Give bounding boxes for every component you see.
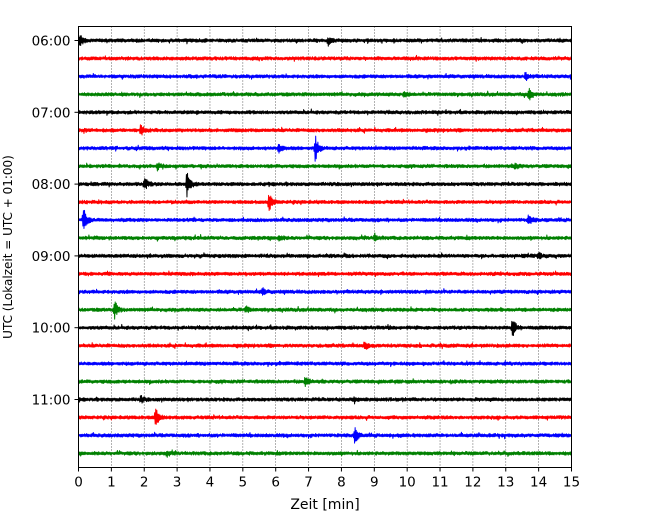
y-tick-label: 07:00: [32, 105, 71, 121]
trace-1045: [78, 376, 572, 388]
y-tick-label: 06:00: [32, 34, 71, 50]
trace-1015: [78, 341, 572, 350]
x-tick-label: 14: [530, 475, 547, 491]
x-tick-label: 10: [399, 475, 416, 491]
x-tick-label: 4: [206, 475, 215, 491]
trace-0600: [78, 35, 572, 47]
trace-0900: [78, 251, 572, 260]
trace-1115: [78, 408, 572, 425]
x-tick-label: 8: [337, 475, 346, 491]
x-tick-label: 7: [304, 475, 313, 491]
x-axis-label: Zeit [min]: [290, 497, 359, 513]
x-axis: 0 1 2 3 4 5 6 7 8 9 10 11 12 13 14 15: [74, 467, 580, 491]
trace-0800: [78, 172, 572, 198]
y-axis-label: UTC (Lokalzeit = UTC + 01:00): [1, 155, 15, 339]
x-tick-label: 3: [173, 475, 182, 491]
x-tick-label: 13: [497, 475, 514, 491]
x-tick-label: 5: [239, 475, 248, 491]
y-tick-label: 10:00: [32, 321, 71, 337]
trace-0730: [78, 135, 572, 162]
trace-0845: [78, 232, 572, 242]
trace-1130: [78, 427, 572, 444]
trace-1100: [78, 394, 572, 405]
plot-frame: [78, 26, 572, 468]
x-tick-label: 11: [431, 475, 448, 491]
trace-0715: [78, 124, 572, 136]
x-tick-label: 15: [563, 475, 580, 491]
trace-0815: [78, 194, 572, 212]
trace-0700: [78, 108, 572, 116]
trace-0830: [78, 209, 572, 229]
x-tick-label: 1: [107, 475, 116, 491]
trace-1000: [78, 320, 572, 336]
trace-0645: [78, 87, 572, 101]
y-tick-label: 08:00: [32, 177, 71, 193]
trace-lines: [78, 35, 572, 458]
trace-1145: [78, 449, 572, 458]
y-axis: 06:00 07:00 08:00 09:00 10:00 11:00: [32, 34, 79, 409]
trace-0615: [78, 54, 572, 62]
y-tick-label: 11:00: [32, 393, 71, 409]
x-tick-label: 2: [140, 475, 149, 491]
trace-0630: [78, 71, 572, 82]
x-tick-label: 9: [370, 475, 379, 491]
x-tick-label: 6: [271, 475, 280, 491]
y-tick-label: 09:00: [32, 249, 71, 265]
trace-0930: [78, 287, 572, 296]
trace-0945: [78, 301, 572, 320]
trace-1030: [78, 360, 572, 368]
x-tick-label: 0: [74, 475, 83, 491]
trace-0915: [78, 270, 572, 278]
x-tick-label: 12: [464, 475, 481, 491]
trace-0745: [78, 162, 572, 172]
